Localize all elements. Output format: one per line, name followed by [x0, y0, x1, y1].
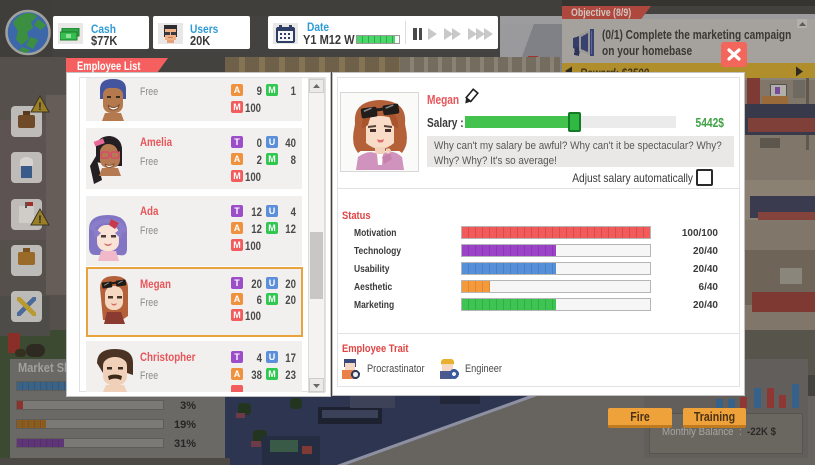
- svg-text:!: !: [38, 101, 42, 113]
- svg-text:!: !: [38, 214, 42, 226]
